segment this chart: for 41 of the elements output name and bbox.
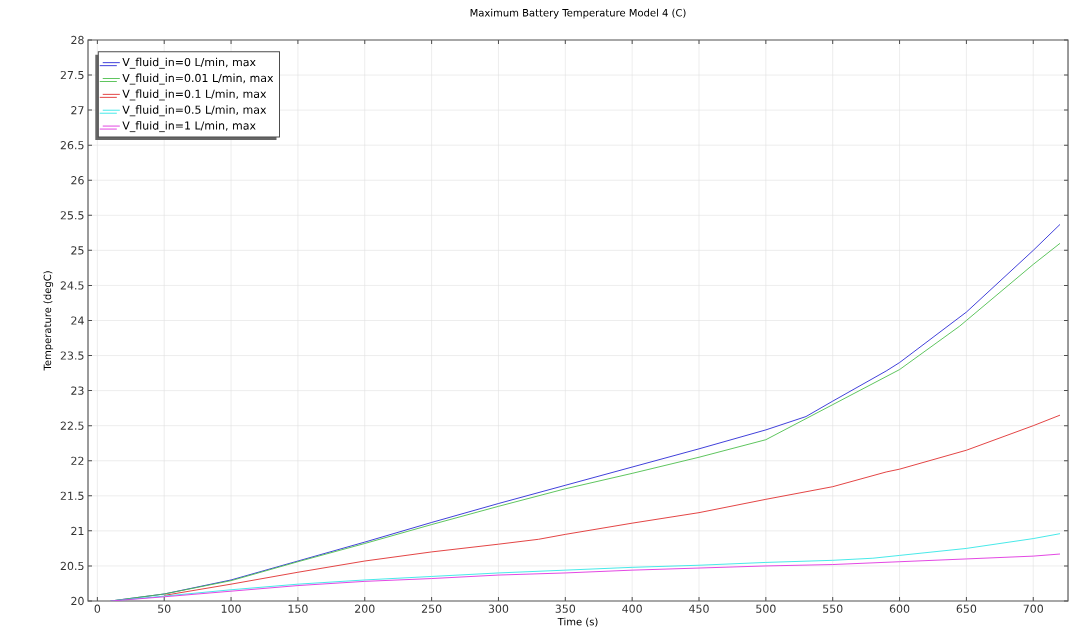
- y-tick-label: 23: [71, 386, 84, 395]
- y-tick-label: 27: [71, 106, 84, 115]
- x-tick-label: 300: [488, 604, 509, 613]
- y-tick-label: 25.5: [60, 211, 84, 220]
- x-tick-label: 550: [823, 604, 843, 613]
- x-axis-title: Time (s): [557, 617, 598, 627]
- legend-label: V_fluid_in=0.5 L/min, max: [122, 105, 267, 117]
- x-tick-label: 650: [956, 604, 977, 613]
- x-tick-label: 50: [158, 604, 171, 613]
- y-tick-label: 20: [71, 596, 84, 606]
- y-tick-label: 24.5: [60, 281, 84, 290]
- x-tick-label: 700: [1023, 604, 1044, 613]
- x-tick-label: 600: [889, 604, 910, 613]
- y-tick-label: 23.5: [60, 351, 84, 360]
- y-axis-title: Temperature (degC): [43, 271, 54, 371]
- x-tick-label: 400: [622, 604, 642, 613]
- y-tick-label: 22.5: [60, 421, 84, 430]
- x-tick-label: 250: [421, 604, 442, 613]
- x-tick-label: 0: [94, 604, 101, 613]
- y-tick-label: 25: [71, 246, 84, 255]
- legend-label: V_fluid_in=0.01 L/min, max: [122, 73, 274, 85]
- y-tick-label: 26: [71, 176, 84, 185]
- legend-label: V_fluid_in=0 L/min, max: [122, 57, 256, 69]
- x-tick-label: 500: [756, 604, 776, 613]
- x-tick-label: 200: [355, 604, 375, 613]
- chart-title: Maximum Battery Temperature Model 4 (C): [470, 8, 686, 19]
- y-tick-label: 22: [71, 456, 84, 465]
- y-tick-label: 24: [71, 316, 84, 325]
- legend-label: V_fluid_in=0.1 L/min, max: [122, 89, 267, 101]
- y-tick-label: 27.5: [60, 70, 84, 80]
- y-tick-label: 28: [71, 35, 84, 45]
- x-tick-label: 100: [221, 604, 241, 613]
- y-tick-label: 21.5: [60, 491, 84, 500]
- x-tick-label: 150: [288, 604, 308, 613]
- legend-label: V_fluid_in=1 L/min, max: [122, 121, 256, 133]
- y-tick-label: 26.5: [60, 141, 84, 150]
- y-tick-label: 20.5: [60, 561, 84, 571]
- y-tick-label: 21: [71, 526, 84, 535]
- x-tick-label: 450: [689, 604, 709, 613]
- line-series: [110, 553, 1061, 601]
- x-tick-label: 350: [555, 604, 576, 613]
